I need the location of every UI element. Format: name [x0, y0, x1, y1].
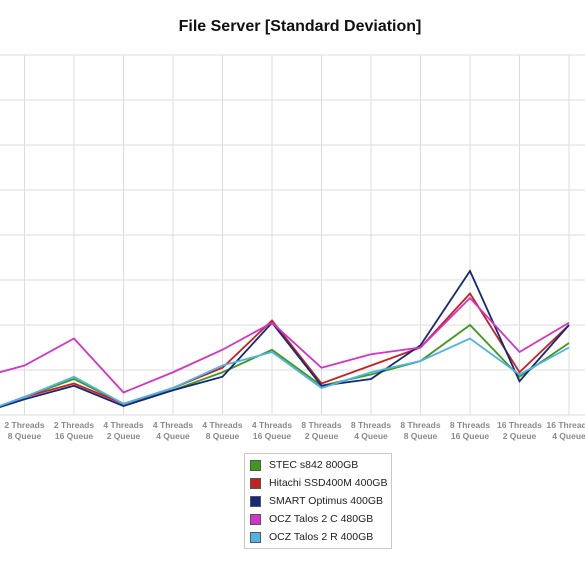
x-tick-label: 4 Threads 4 Queue [153, 420, 193, 441]
x-tick-label: 8 Threads 4 Queue [351, 420, 391, 441]
legend-label: OCZ Talos 2 C 480GB [269, 513, 374, 525]
legend-entry: OCZ Talos 2 C 480GB [245, 510, 391, 528]
grid-lines [0, 54, 585, 416]
legend-swatch [250, 531, 261, 543]
series-line-4 [0, 296, 570, 394]
legend-swatch [250, 495, 261, 507]
legend-entry: SMART Optimus 400GB [245, 492, 391, 510]
legend-entry: Hitachi SSD400M 400GB [245, 474, 391, 492]
series-line-5 [0, 337, 570, 407]
series-lines [0, 269, 570, 408]
legend-entry: OCZ Talos 2 R 400GB [245, 528, 391, 546]
series-line-2 [0, 292, 570, 407]
x-tick-label: 8 Threads 16 Queue [450, 420, 490, 441]
x-tick-label: 4 Threads 8 Queue [202, 420, 242, 441]
legend-label: STEC s842 800GB [269, 459, 359, 471]
x-tick-label: 8 Threads 2 Queue [301, 420, 341, 441]
legend-swatch [250, 459, 261, 471]
series-line-3 [0, 269, 570, 408]
legend-label: SMART Optimus 400GB [269, 495, 383, 507]
x-tick-label: 2 Threads 8 Queue [4, 420, 44, 441]
legend-label: Hitachi SSD400M 400GB [269, 477, 388, 489]
legend-swatch [250, 513, 261, 525]
legend-swatch [250, 477, 261, 489]
chart-title: File Server [Standard Deviation] [178, 18, 422, 35]
legend-label: OCZ Talos 2 R 400GB [269, 531, 374, 543]
x-tick-label: 8 Threads 8 Queue [400, 420, 440, 441]
legend-entry: STEC s842 800GB [245, 456, 391, 474]
x-tick-label: 4 Threads 16 Queue [252, 420, 292, 441]
legend: STEC s842 800GB Hitachi SSD400M 400GB SMAR… [244, 453, 392, 549]
x-tick-label: 16 Threads 2 Queue [497, 420, 542, 441]
series-line-1 [0, 323, 570, 407]
x-tick-label: 4 Threads 2 Queue [103, 420, 143, 441]
x-tick-label: 2 Threads 16 Queue [54, 420, 94, 441]
